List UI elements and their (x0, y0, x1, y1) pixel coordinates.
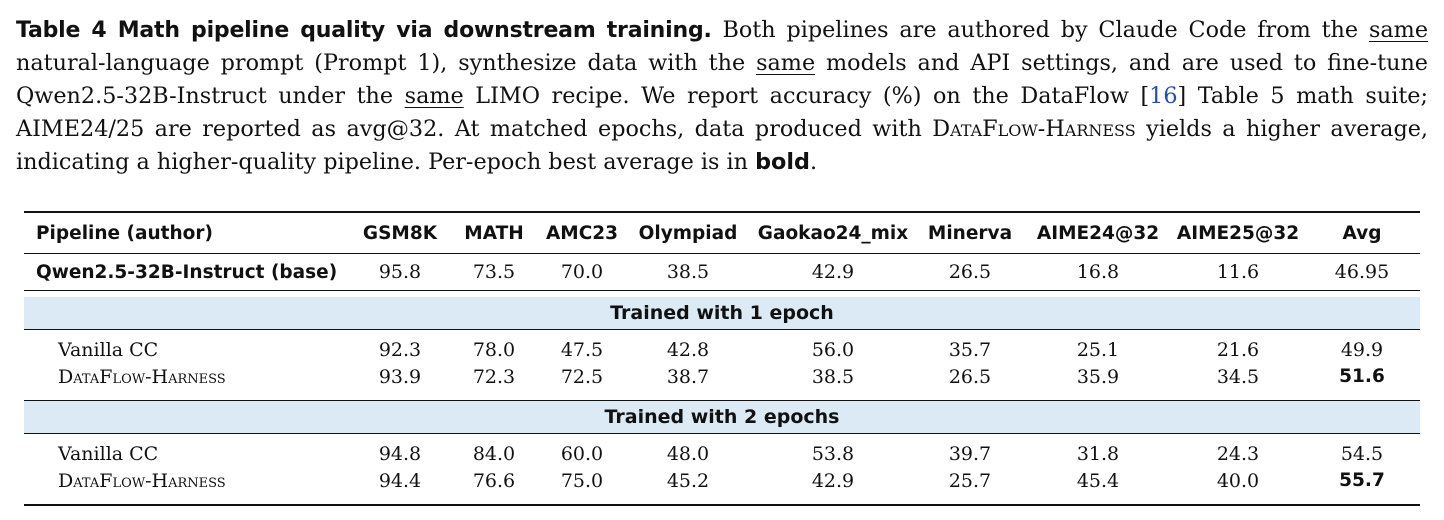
table-cell: 11.6 (1172, 253, 1304, 291)
caption-emphasis: same (1368, 17, 1429, 43)
table-row-base: Qwen2.5-32B-Instruct (base) 95.8 73.5 70… (24, 253, 1420, 291)
caption-label: Table 4 Math pipeline quality via downst… (16, 18, 712, 43)
table-row: DataFlow-Harness 93.9 72.3 72.5 38.7 38.… (24, 363, 1420, 390)
citation-link[interactable]: 16 (1149, 83, 1178, 109)
column-header: GSM8K (350, 211, 450, 254)
column-header: MATH (450, 211, 538, 254)
caption-emphasis: same (756, 50, 816, 76)
table-cell: 45.2 (666, 469, 710, 492)
table-cell: 60.0 (560, 442, 604, 465)
caption-text: . (809, 149, 818, 175)
table-cell: 92.3 (378, 338, 422, 361)
caption-emphasis: same (404, 83, 464, 109)
table-cell: 38.7 (666, 365, 710, 388)
row-label: Vanilla CC (58, 338, 159, 361)
table-cell: 42.9 (750, 253, 916, 291)
table-cell: 42.9 (811, 469, 855, 492)
caption-text: ] Table 5 math suite; AIME24/25 are repo… (16, 83, 1428, 142)
table-cell: 93.9 (378, 365, 422, 388)
table-cell: 26.5 (948, 365, 992, 388)
section-header-row: Trained with 1 epoch (24, 297, 1420, 330)
table-cell: 94.4 (378, 469, 422, 492)
table-cell-best: 51.6 (1339, 366, 1385, 387)
table-cell: 16.8 (1024, 253, 1172, 291)
table-cell: 72.3 (472, 365, 516, 388)
caption-bold-word: bold (755, 149, 810, 175)
row-spacer (24, 390, 1420, 401)
table-cell: 54.5 (1340, 442, 1384, 465)
table-cell: 35.9 (1076, 365, 1120, 388)
table-cell: 25.7 (948, 469, 992, 492)
column-header: AIME25@32 (1172, 211, 1304, 254)
table-cell: 38.5 (811, 365, 855, 388)
column-header: Avg (1304, 211, 1420, 254)
table-cell: 70.0 (538, 253, 626, 291)
table-cell: 35.7 (948, 338, 992, 361)
table-cell: 73.5 (450, 253, 538, 291)
table-cell: 53.8 (811, 442, 855, 465)
row-label: DataFlow-Harness (58, 469, 226, 492)
table-cell: 39.7 (948, 442, 992, 465)
caption-text: yields a higher average, indicating a hi… (16, 116, 1428, 175)
table-cell: 40.0 (1216, 469, 1260, 492)
table-cell: 46.95 (1304, 253, 1420, 291)
column-header: AIME24@32 (1024, 211, 1172, 254)
caption-method-name: DataFlow-Harness (932, 116, 1136, 142)
table-cell: 76.6 (472, 469, 516, 492)
table-cell: 72.5 (560, 365, 604, 388)
table-row: Vanilla CC 92.3 78.0 47.5 42.8 56.0 35.7… (24, 336, 1420, 363)
caption-text: LIMO recipe. We report accuracy (%) on t… (463, 83, 1150, 109)
table-cell: 38.5 (626, 253, 750, 291)
section-title: Trained with 2 epochs (24, 400, 1420, 434)
section-title: Trained with 1 epoch (24, 297, 1420, 330)
table-cell: 24.3 (1216, 442, 1260, 465)
results-table: Pipeline (author) GSM8K MATH AMC23 Olymp… (24, 211, 1420, 506)
table-row: Vanilla CC 94.8 84.0 60.0 48.0 53.8 39.7… (24, 440, 1420, 467)
table-cell: 78.0 (472, 338, 516, 361)
table-cell: 26.5 (916, 253, 1024, 291)
table-cell: 56.0 (811, 338, 855, 361)
caption-text: models and API settings, and are used to… (16, 50, 1429, 109)
table-cell: 42.8 (666, 338, 710, 361)
header-row: Pipeline (author) GSM8K MATH AMC23 Olymp… (24, 211, 1420, 254)
column-header: AMC23 (538, 211, 626, 254)
table-cell: 75.0 (560, 469, 604, 492)
row-spacer (24, 494, 1420, 506)
table-cell: 34.5 (1216, 365, 1260, 388)
table-cell: 45.4 (1076, 469, 1120, 492)
column-header: Pipeline (author) (24, 211, 350, 254)
table-cell: 21.6 (1216, 338, 1260, 361)
table-cell: 49.9 (1340, 338, 1384, 361)
table-cell: 25.1 (1076, 338, 1120, 361)
table-cell-best: 55.7 (1339, 470, 1385, 491)
column-header: Gaokao24_mix (750, 211, 916, 254)
table-cell: 95.8 (350, 253, 450, 291)
table-cell: 31.8 (1076, 442, 1120, 465)
table-cell: 48.0 (666, 442, 710, 465)
row-label: Qwen2.5-32B-Instruct (base) (24, 253, 350, 291)
column-header: Olympiad (626, 211, 750, 254)
caption-text: natural-language prompt (Prompt 1), synt… (16, 50, 757, 76)
table-caption: Table 4 Math pipeline quality via downst… (16, 14, 1428, 179)
column-header: Minerva (916, 211, 1024, 254)
caption-text: Both pipelines are authored by Claude Co… (711, 17, 1369, 43)
table-cell: 47.5 (560, 338, 604, 361)
table-cell: 84.0 (472, 442, 516, 465)
row-label: Vanilla CC (58, 442, 159, 465)
section-header-row: Trained with 2 epochs (24, 400, 1420, 434)
table-row: DataFlow-Harness 94.4 76.6 75.0 45.2 42.… (24, 467, 1420, 494)
row-label: DataFlow-Harness (58, 365, 226, 388)
table-cell: 94.8 (378, 442, 422, 465)
